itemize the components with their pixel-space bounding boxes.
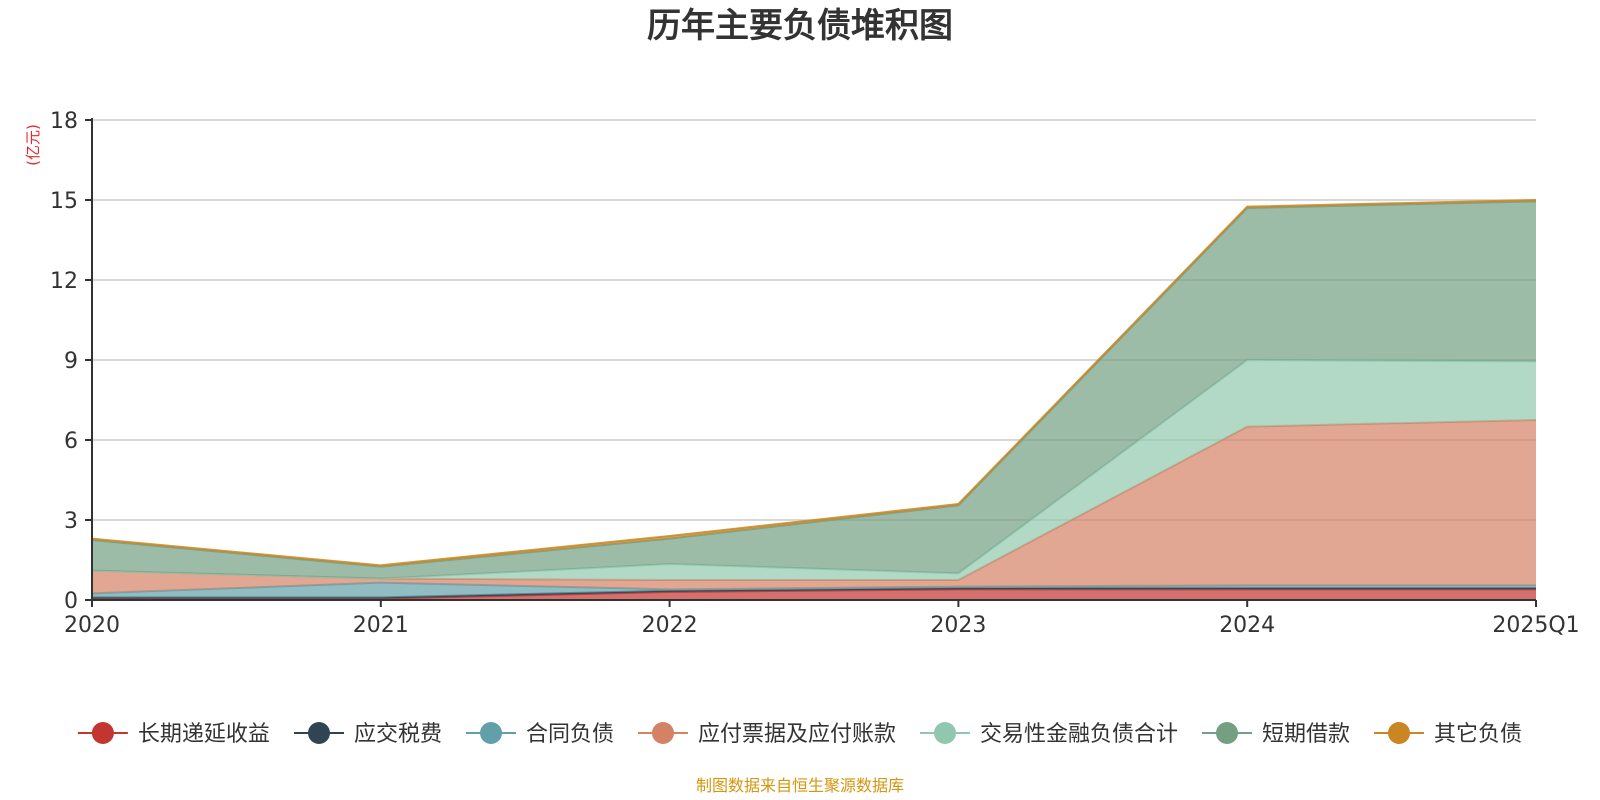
y-tick-label: 18 [50,109,78,134]
y-tick-label: 6 [64,429,78,454]
y-tick-label: 0 [64,589,78,614]
legend-label: 应交税费 [354,722,442,747]
series-line-6 [91,199,1537,567]
legend-label: 其它负债 [1434,722,1522,747]
legend-marker [480,722,502,744]
legend-label: 长期递延收益 [138,722,270,747]
y-tick-label: 9 [64,349,78,374]
x-tick-label: 2024 [1219,613,1275,638]
y-tick-label: 12 [50,269,78,294]
area-5 [92,201,1536,579]
area-4 [92,360,1536,580]
x-tick-label: 2023 [930,613,986,638]
chart-title: 历年主要负债堆积图 [647,6,953,46]
legend-marker [652,722,674,744]
legend-item-1[interactable]: 应交税费 [294,722,442,747]
legend-marker [91,722,114,744]
legend-marker [1388,722,1410,744]
x-tick-label: 2022 [642,613,698,638]
legend[interactable]: 长期递延收益 应交税费 合同负债 应付票据及应付账款 交易性金融负债合计 短期借款 其它负债 [77,722,1522,747]
legend-label: 交易性金融负债合计 [980,722,1178,747]
legend-label: 短期借款 [1262,722,1350,747]
legend-item-4[interactable]: 交易性金融负债合计 [920,722,1178,747]
legend-marker [934,722,956,744]
legend-label: 应付票据及应付账款 [698,722,896,747]
y-tick-label: 3 [64,509,78,534]
legend-marker [1216,722,1238,744]
legend-item-3[interactable]: 应付票据及应付账款 [638,722,896,747]
area-3 [92,420,1536,594]
x-tick-label: 2025Q1 [1492,613,1579,638]
area-series [91,199,1537,600]
legend-item-6[interactable]: 其它负债 [1374,722,1522,747]
x-tick-label: 2020 [64,613,120,638]
x-tick-label: 2021 [353,613,409,638]
legend-marker [308,722,330,744]
legend-item-2[interactable]: 合同负债 [466,722,614,747]
axes: 0 3 6 9 12 15 18 2020 2021 2022 2023 2024 2025Q1 [50,109,1580,638]
legend-label: 合同负债 [526,722,614,747]
data-source-note: 制图数据来自恒生聚源数据库 [696,776,904,795]
y-tick-label: 15 [50,189,78,214]
legend-item-5[interactable]: 短期借款 [1202,722,1350,747]
y-axis-unit: (亿元) [24,124,42,166]
legend-item-0[interactable]: 长期递延收益 [77,722,270,747]
